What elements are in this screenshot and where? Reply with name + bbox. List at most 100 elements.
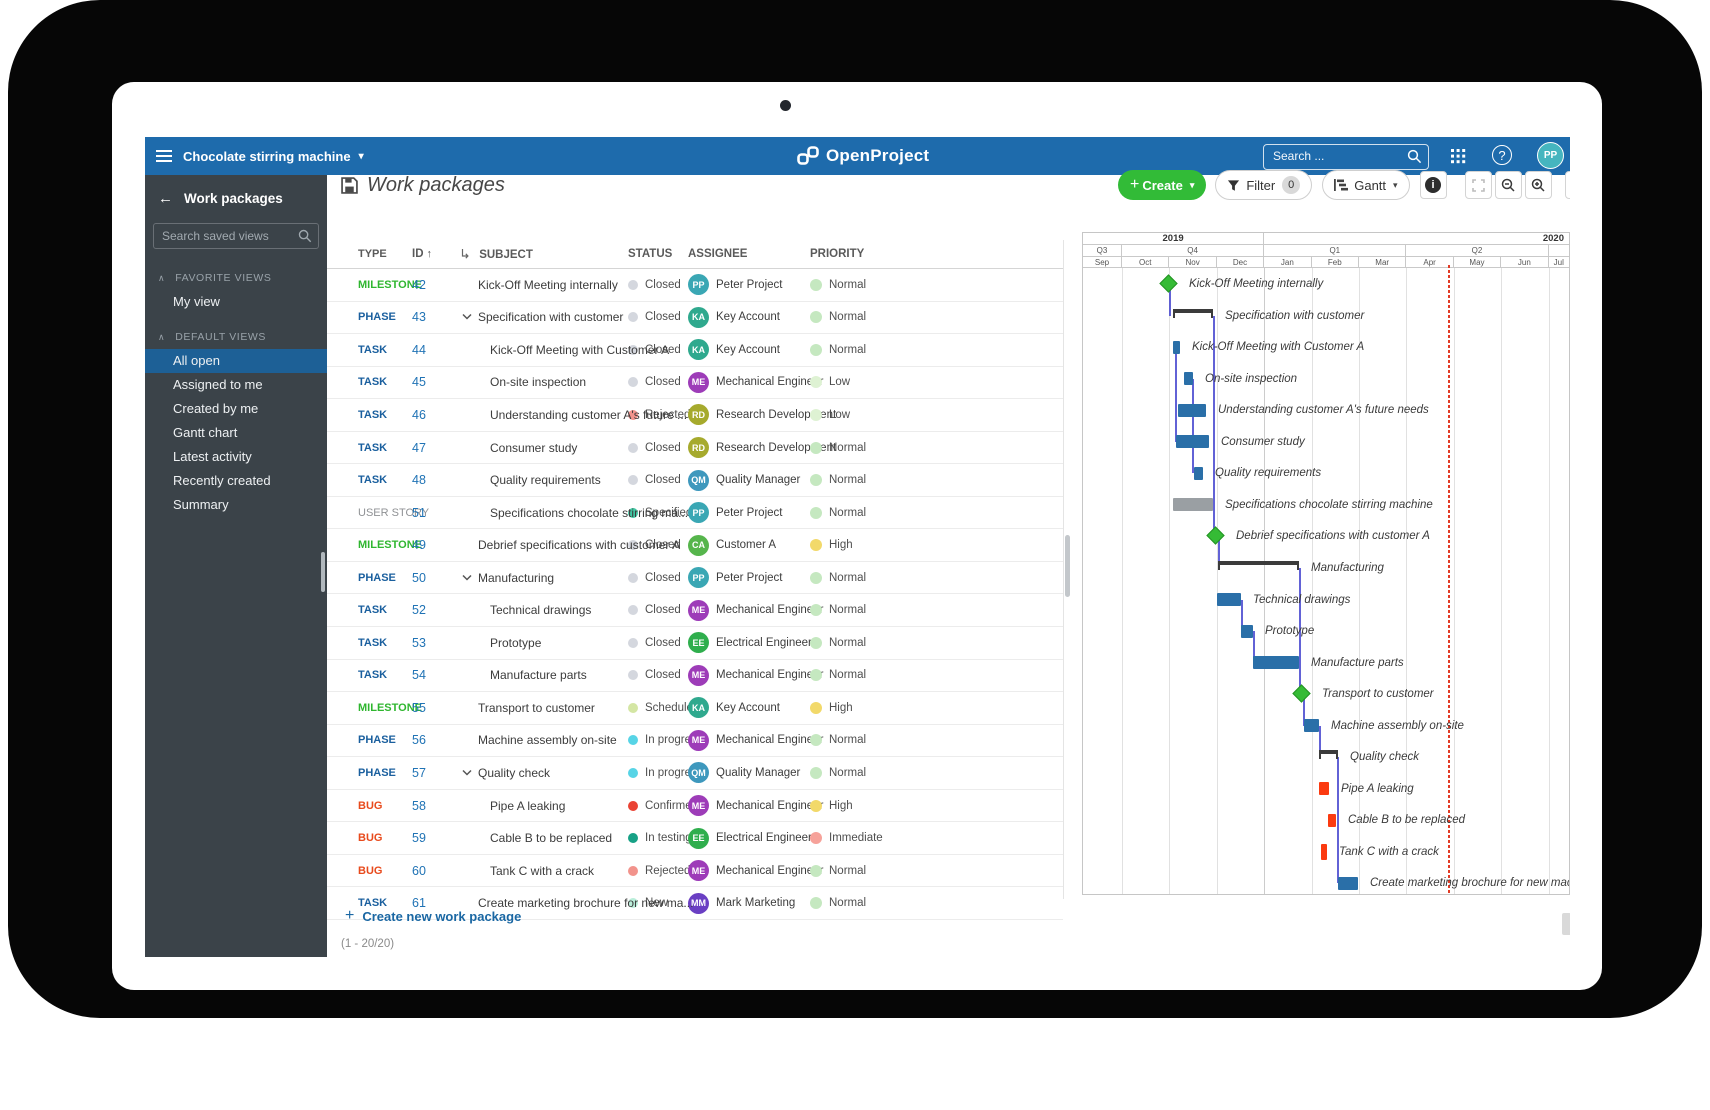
sidebar-item-all-open[interactable]: All open [145, 349, 327, 373]
work-package-subject[interactable]: Consumer study [460, 441, 628, 455]
gantt-bar[interactable] [1176, 435, 1209, 449]
work-package-id[interactable]: 50 [412, 570, 426, 585]
table-scrollbar-track[interactable] [1063, 240, 1064, 899]
work-package-status[interactable]: Closed [628, 474, 688, 486]
openproject-logo[interactable]: OpenProject [797, 137, 929, 175]
table-row[interactable]: MILESTONE 42 Kick-Off Meeting internally Cl… [327, 269, 1063, 302]
work-package-subject[interactable]: Machine assembly on-site [460, 733, 628, 747]
work-package-assignee[interactable]: PP Peter Project [688, 274, 810, 296]
gantt-bar[interactable] [1178, 403, 1206, 417]
work-package-assignee[interactable]: QM Quality Manager [688, 469, 810, 491]
work-package-subject[interactable]: Pipe A leaking [460, 799, 628, 813]
gantt-bar[interactable] [1241, 624, 1253, 638]
work-package-subject[interactable]: Understanding customer A's future ... [460, 408, 687, 422]
table-row[interactable]: BUG 60 Tank C with a crack Rejected ME Mechan… [327, 855, 1063, 888]
create-button[interactable]: + Create ▾ [1118, 170, 1207, 200]
work-package-priority[interactable]: Low [810, 376, 880, 389]
work-package-subject[interactable]: Tank C with a crack [460, 864, 628, 878]
gantt-milestone-diamond[interactable] [1159, 274, 1178, 293]
work-package-priority[interactable]: Normal [810, 506, 880, 519]
work-package-priority[interactable]: Normal [810, 864, 880, 877]
work-package-assignee[interactable]: RD Research Development [688, 437, 836, 458]
table-row[interactable]: TASK 47 Consumer study Closed RD Research Dev… [327, 432, 1063, 465]
work-package-status[interactable]: Closed [628, 604, 688, 616]
work-package-priority[interactable]: Normal [810, 278, 880, 291]
work-package-status[interactable]: Rejected [628, 409, 690, 421]
global-search-input[interactable] [1264, 145, 1405, 167]
table-row[interactable]: PHASE 43 Specification with customer Closed… [327, 302, 1063, 335]
sidebar-item-recently-created[interactable]: Recently created [173, 473, 271, 488]
work-package-id[interactable]: 42 [412, 277, 426, 292]
work-package-status[interactable]: Scheduled [628, 702, 699, 714]
work-package-subject[interactable]: Manufacture parts [460, 668, 628, 682]
work-package-subject[interactable]: Specifications chocolate stirring ma... [460, 506, 688, 520]
work-package-assignee[interactable]: ME Mechanical Engineer [688, 664, 823, 686]
work-package-subject[interactable]: Quality check [460, 766, 628, 780]
gantt-bar[interactable] [1328, 813, 1336, 827]
gantt-milestone-diamond[interactable] [1292, 684, 1311, 703]
work-package-id[interactable]: 46 [412, 407, 426, 422]
gantt-bar[interactable] [1194, 466, 1203, 480]
work-package-priority[interactable]: Normal [810, 343, 880, 356]
work-package-status[interactable]: Closed [628, 376, 688, 388]
column-header-priority[interactable]: PRIORITY [810, 248, 865, 260]
table-row[interactable]: TASK 45 On-site inspection Closed ME Mechanic… [327, 367, 1063, 400]
work-package-priority[interactable]: High [810, 701, 880, 714]
gantt-phase-bracket[interactable] [1173, 308, 1213, 318]
work-package-status[interactable]: Rejected [628, 865, 690, 877]
collapse-chevron-icon[interactable] [462, 769, 472, 776]
gantt-milestone-diamond[interactable] [1206, 526, 1225, 546]
work-package-status[interactable]: Closed [628, 539, 688, 551]
gantt-bar[interactable] [1184, 372, 1193, 386]
work-package-assignee[interactable]: CA Customer A [688, 534, 810, 556]
work-package-subject[interactable]: Debrief specifications with customer A [460, 538, 680, 552]
table-row[interactable]: BUG 58 Pipe A leaking Confirmed ME Mechanical… [327, 790, 1063, 823]
work-package-subject[interactable]: Kick-Off Meeting with Customer A [460, 343, 669, 357]
work-package-priority[interactable]: Normal [810, 636, 880, 649]
work-package-id[interactable]: 43 [412, 310, 426, 325]
collapse-chevron-icon[interactable] [462, 574, 472, 581]
sidebar-scrollbar[interactable] [321, 552, 325, 592]
table-row[interactable]: PHASE 50 Manufacturing Closed PP Peter Projec… [327, 562, 1063, 595]
sidebar-item-latest-activity[interactable]: Latest activity [173, 449, 252, 464]
gantt-button[interactable]: Gantt ▾ [1322, 170, 1410, 200]
table-scrollbar-handle[interactable] [1065, 535, 1070, 597]
project-switcher[interactable]: Chocolate stirring machine ▾ [183, 137, 364, 175]
work-package-id[interactable]: 44 [412, 342, 426, 357]
back-arrow-icon[interactable]: ← [158, 190, 173, 207]
work-package-status[interactable]: Specified [628, 507, 692, 519]
work-package-id[interactable]: 52 [412, 603, 426, 618]
gantt-bar[interactable] [1173, 498, 1213, 512]
work-package-priority[interactable]: Normal [810, 474, 880, 487]
work-package-priority[interactable]: Normal [810, 311, 880, 324]
work-package-status[interactable]: Closed [628, 669, 688, 681]
gantt-bar[interactable] [1338, 876, 1358, 890]
table-row[interactable]: BUG 59 Cable B to be replaced In testing EE E… [327, 822, 1063, 855]
modules-grid-icon[interactable] [1451, 149, 1455, 153]
work-package-priority[interactable]: Low [810, 408, 880, 421]
work-package-assignee[interactable]: KA Key Account [688, 339, 810, 361]
hamburger-menu-icon[interactable] [156, 150, 172, 152]
table-row[interactable]: TASK 54 Manufacture parts Closed ME Mechanica… [327, 660, 1063, 693]
sidebar-item-summary[interactable]: Summary [173, 497, 229, 512]
work-package-assignee[interactable]: ME Mechanical Engineer [688, 729, 823, 751]
work-package-id[interactable]: 49 [412, 538, 426, 553]
create-new-work-package-link[interactable]: + Create new work package [345, 907, 521, 925]
work-package-priority[interactable]: High [810, 799, 880, 812]
gantt-bar[interactable] [1321, 843, 1327, 860]
work-package-priority[interactable]: Normal [810, 669, 880, 682]
info-button[interactable]: i [1419, 171, 1447, 199]
work-package-assignee[interactable]: QM Quality Manager [688, 762, 810, 784]
table-row[interactable]: TASK 61 Create marketing brochure for new … [327, 887, 1063, 920]
table-row[interactable]: TASK 52 Technical drawings Closed ME Mechanic… [327, 594, 1063, 628]
column-header-type[interactable]: TYPE [358, 248, 387, 260]
gantt-bar[interactable] [1173, 340, 1180, 354]
gantt-bar[interactable] [1217, 593, 1241, 606]
work-package-status[interactable]: Confirmed [628, 800, 698, 812]
table-row[interactable]: TASK 48 Quality requirements Closed QM Qualit… [327, 464, 1063, 497]
work-package-subject[interactable]: Cable B to be replaced [460, 831, 628, 845]
work-package-id[interactable]: 59 [412, 831, 426, 846]
zoom-out-button[interactable] [1494, 171, 1522, 199]
work-package-assignee[interactable]: PP Peter Project [688, 502, 810, 524]
work-package-id[interactable]: 47 [412, 440, 426, 455]
